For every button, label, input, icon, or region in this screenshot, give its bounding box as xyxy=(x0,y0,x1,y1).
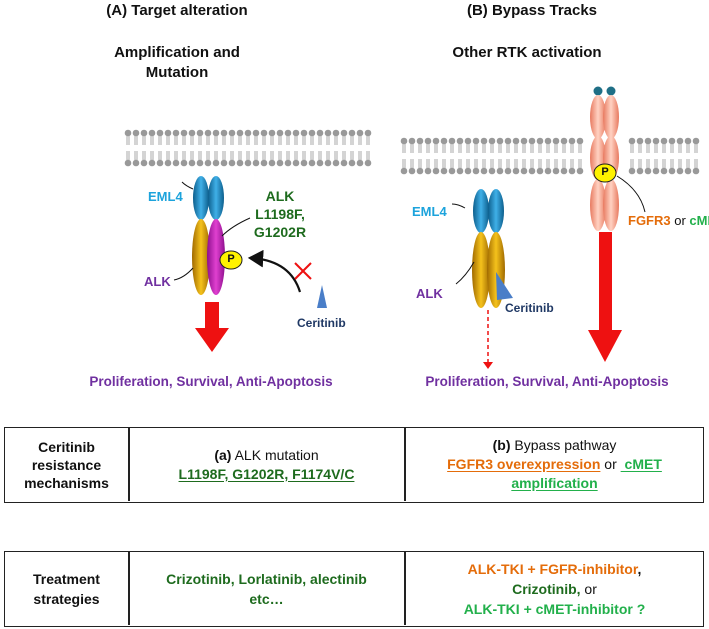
alk-treatment-line2: etc… xyxy=(249,590,284,607)
treatment-table: Treatment strategies Crizotinib, Lorlati… xyxy=(4,551,704,627)
fgfr3-overexpression: FGFR3 overexpression xyxy=(447,456,601,472)
alk-mutation-list: L1198F, G1202R, F1174V/C xyxy=(179,465,355,484)
bypass-treatment-cell: ALK-TKI + FGFR-inhibitor, Crizotinib, or… xyxy=(406,552,703,625)
alk-label-a: ALK xyxy=(144,274,171,289)
alk-mutation-text: ALK mutation xyxy=(231,446,319,463)
treatment-label-cell: Treatment strategies xyxy=(5,552,128,625)
treatment-label-line1: Treatment xyxy=(33,570,100,587)
resistance-label-cell: Ceritinib resistance mechanisms xyxy=(5,428,128,501)
weak-signal-arrowhead xyxy=(483,362,493,369)
alk-mutation-label: ALK L1198F, G1202R xyxy=(254,187,306,241)
resistance-label-line1: Ceritinib xyxy=(38,438,95,455)
alk-mutation-cell: (a) ALK mutation L1198F, G1202R, F1174V/… xyxy=(129,428,404,501)
bypass-treatment-line2: Crizotinib, or xyxy=(512,579,597,599)
alk-callout-b xyxy=(455,261,475,285)
alk-mutation-list-text: L1198F, G1202R, F1174V/C xyxy=(178,465,355,482)
panel-b-subtitle: Other RTK activation xyxy=(452,44,602,61)
treatment-label-line2: strategies xyxy=(33,590,100,607)
ceritinib-triangle-b xyxy=(496,272,513,300)
ceritinib-label-a: Ceritinib xyxy=(297,316,346,330)
panel-a-subtitle-line2: Mutation xyxy=(145,64,209,81)
signal-arrow-a xyxy=(195,302,229,352)
eml4-callout-a xyxy=(181,181,194,190)
bypass-prefix: (b) xyxy=(492,437,511,453)
rtk-callout-b xyxy=(616,175,646,213)
cmet-label: cMET xyxy=(689,213,709,228)
panel-a-diagram xyxy=(173,86,646,369)
membrane-a xyxy=(124,128,372,168)
fgfr-combo-comma: , xyxy=(637,560,642,577)
resistance-table: Ceritinib resistance mechanisms (a) ALK … xyxy=(4,427,704,503)
fgfr-combo: ALK-TKI + FGFR-inhibitor xyxy=(467,560,638,577)
table2-divider-1 xyxy=(128,552,130,625)
alk-callout-a xyxy=(173,267,194,281)
panel-a-subtitle-line1: Amplification and xyxy=(114,44,240,61)
panel-a-title: (A) Target alteration xyxy=(106,2,248,19)
bypass-pathway-cell: (b) Bypass pathway FGFR3 overexpression … xyxy=(406,428,703,501)
signal-arrow-b xyxy=(588,232,622,362)
cmet-text: cMET xyxy=(620,456,662,472)
ceritinib-label-b: Ceritinib xyxy=(505,301,554,315)
bypass-or: or xyxy=(600,456,621,472)
eml4-label-b: EML4 xyxy=(412,204,447,219)
bypass-text: Bypass pathway xyxy=(510,437,617,453)
outcome-label-a: Proliferation, Survival, Anti-Apoptosis xyxy=(89,374,333,389)
alk-label-b: ALK xyxy=(416,286,443,301)
rtk-label: FGFR3 or cMET xyxy=(628,213,709,228)
alk-mutation-heading: (a) ALK mutation xyxy=(214,446,318,465)
phospho-label-b: P xyxy=(601,166,609,178)
panel-b-title: (B) Bypass Tracks xyxy=(466,2,598,19)
bypass-line2: FGFR3 overexpression or cMET xyxy=(447,455,662,474)
ceritinib-triangle-a xyxy=(317,285,327,308)
alk-mutation-line1: ALK xyxy=(265,188,295,204)
alk-mutation-line2: L1198F, xyxy=(255,206,305,222)
phospho-label-a: P xyxy=(227,253,235,265)
alk-treatment-line1: Crizotinib, Lorlatinib, alectinib xyxy=(166,570,367,587)
cmet-amplification: amplification xyxy=(511,475,598,491)
cmet-combo: ALK-TKI + cMET-inhibitor ? xyxy=(463,600,646,617)
bypass-heading: (b) Bypass pathway xyxy=(493,436,617,455)
eml4-callout-b xyxy=(451,203,466,209)
crizotinib-option: Crizotinib, xyxy=(512,580,581,597)
phospho-a xyxy=(219,250,243,270)
membrane-b-right xyxy=(628,136,700,176)
resistance-label-line3: mechanisms xyxy=(24,474,109,491)
phospho-b xyxy=(593,163,617,183)
bypass-treatment-line1: ALK-TKI + FGFR-inhibitor, xyxy=(468,559,642,579)
outcome-label-b: Proliferation, Survival, Anti-Apoptosis xyxy=(425,374,669,389)
rtk-dimer-b xyxy=(590,86,619,231)
alk-mutation-line3: G1202R xyxy=(253,224,307,240)
curved-arrow-a xyxy=(247,249,302,293)
bypass-line3: amplification xyxy=(511,474,597,493)
alk-treatment-cell: Crizotinib, Lorlatinib, alectinib etc… xyxy=(129,552,404,625)
mutation-callout-a xyxy=(221,217,251,237)
alk-mutation-prefix: (a) xyxy=(214,446,232,463)
table1-divider-1 xyxy=(128,428,130,501)
eml4-label-a: EML4 xyxy=(148,189,183,204)
fgfr3-label: FGFR3 xyxy=(628,213,671,228)
resistance-label-line2: resistance xyxy=(31,456,102,473)
treatment-or: or xyxy=(580,580,597,597)
eml4-alk-dimer-a xyxy=(192,176,225,295)
membrane-b-left xyxy=(400,136,584,176)
or-label: or xyxy=(670,213,690,228)
table1-divider-2 xyxy=(404,428,406,501)
inhibition-x-icon xyxy=(294,262,312,280)
table2-divider-2 xyxy=(404,552,406,625)
